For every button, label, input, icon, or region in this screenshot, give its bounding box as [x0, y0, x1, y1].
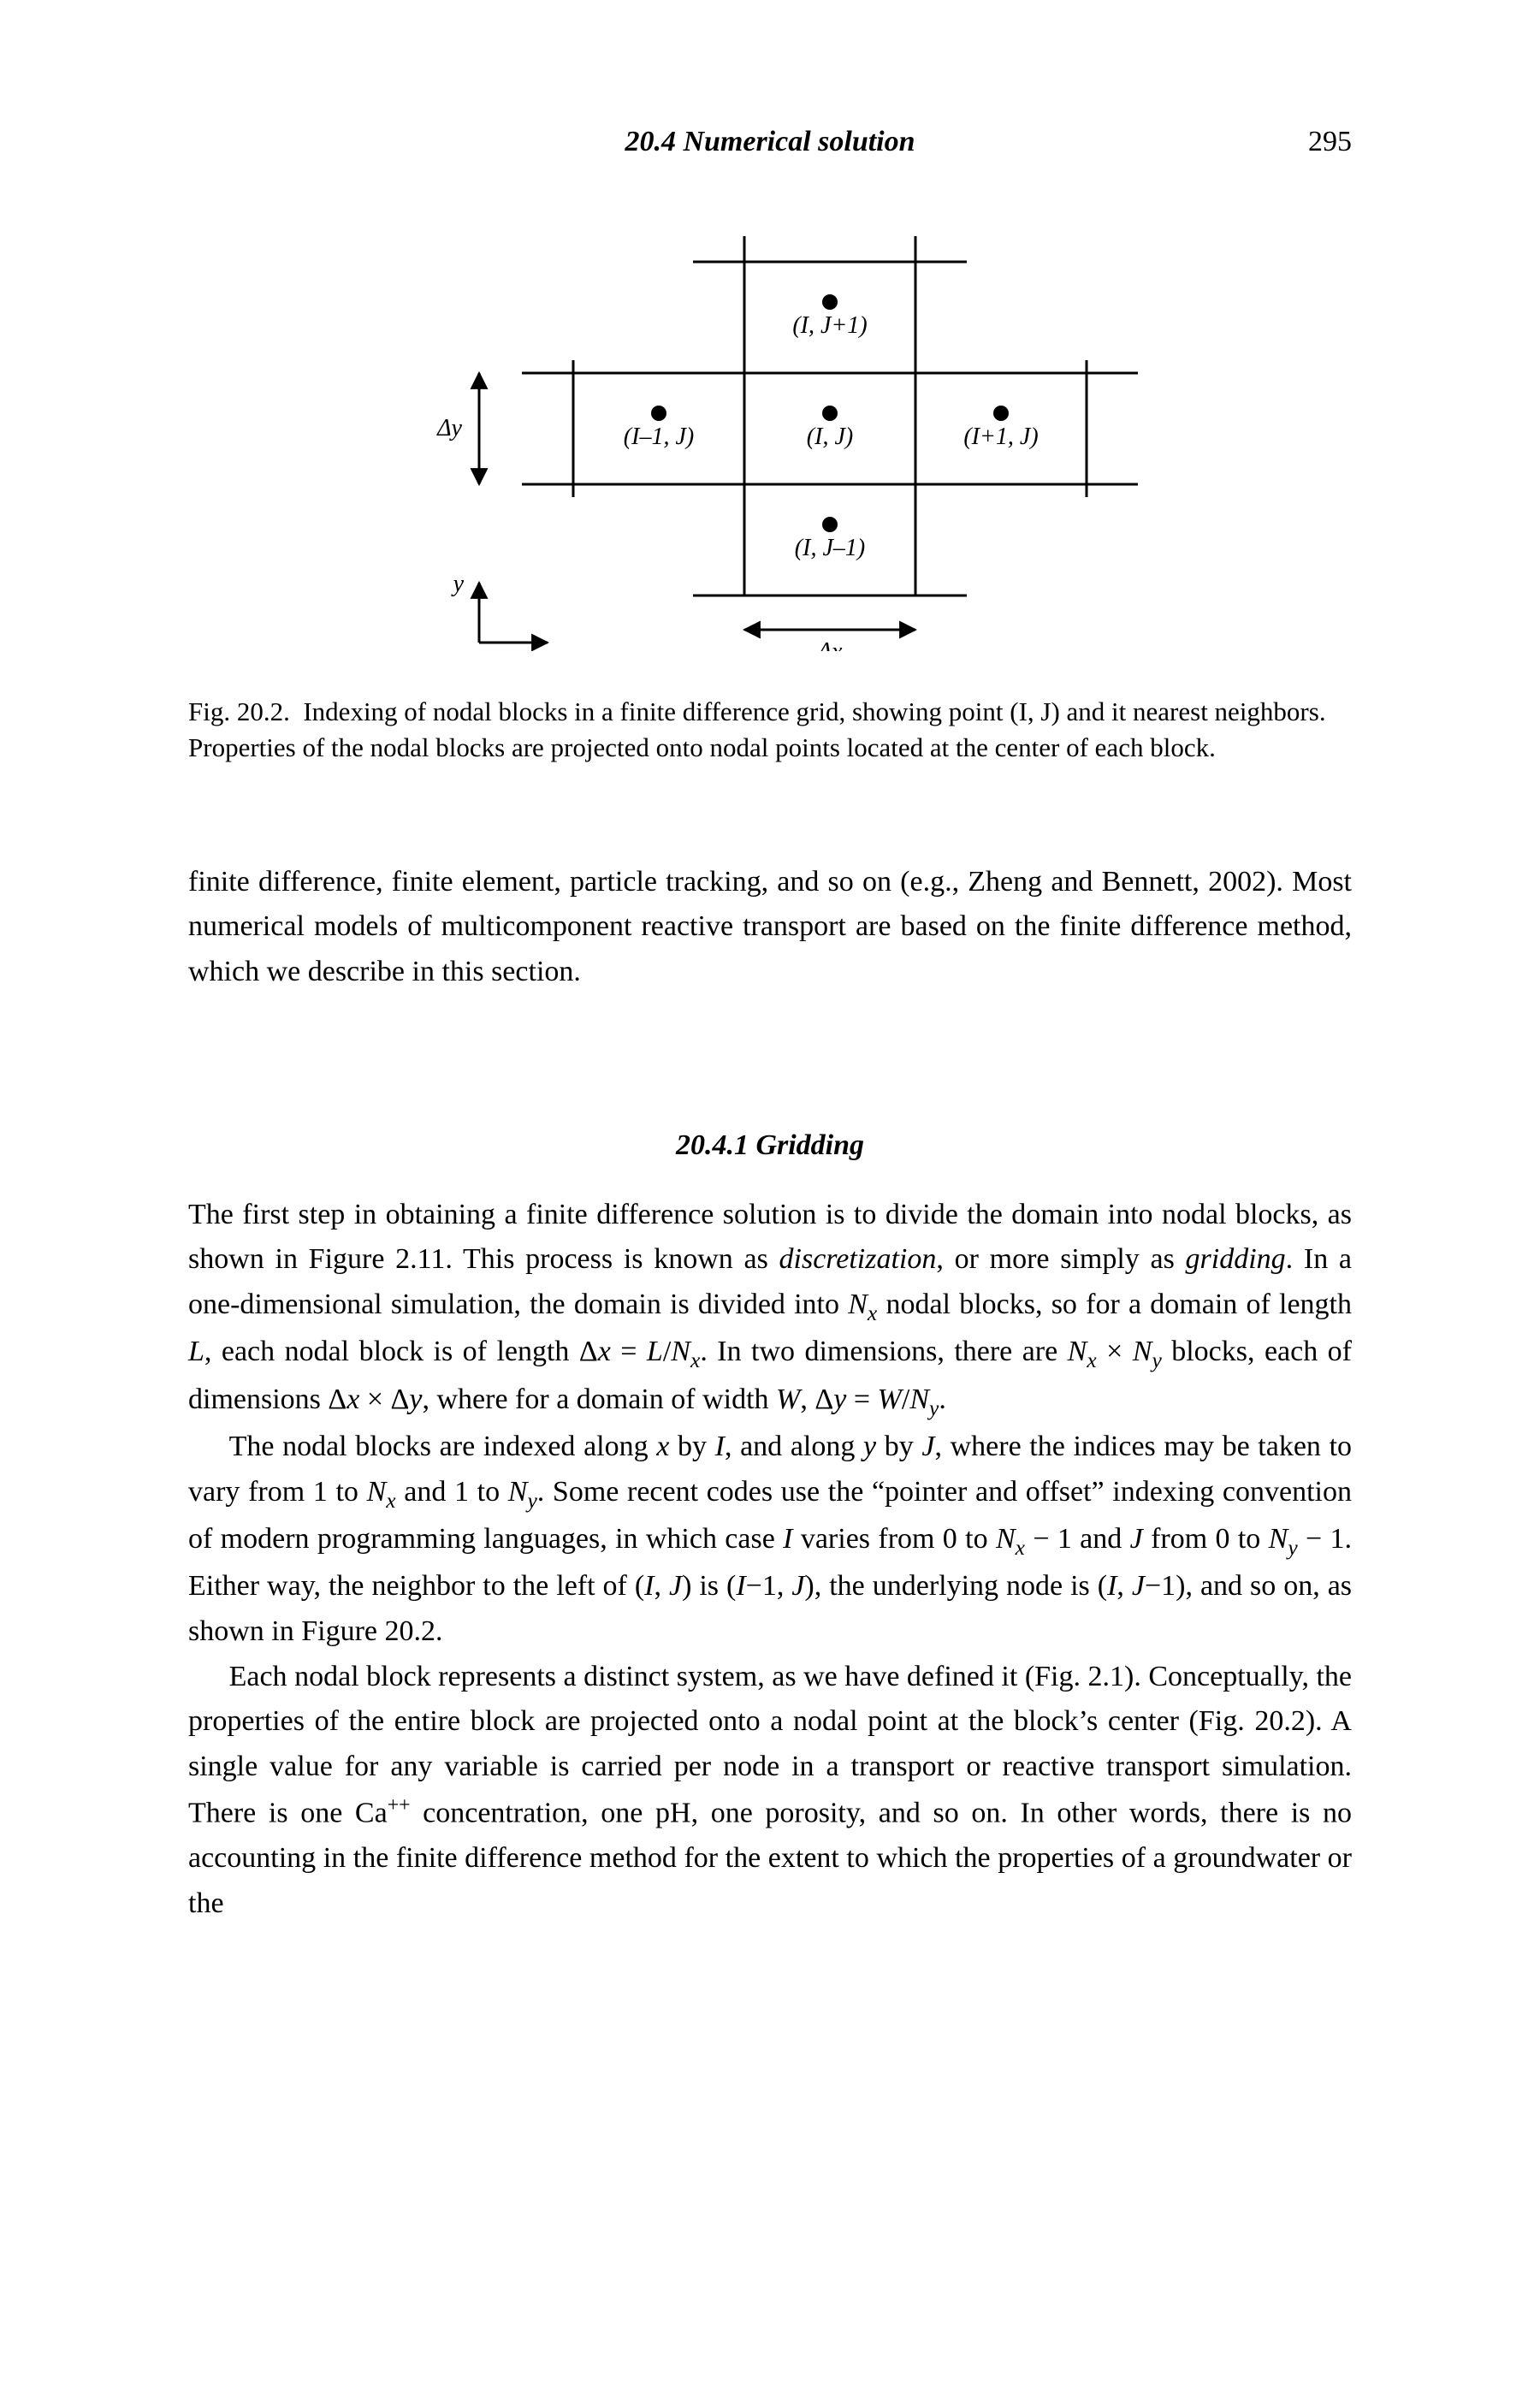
finite-difference-grid-diagram: (I, J+1) (I–1, J) (I, J) (I+1, J) (I, J–1) Δy… — [385, 206, 1155, 651]
svg-text:y: y — [451, 571, 465, 597]
figure-caption-text: Indexing of nodal blocks in a finite dif… — [188, 696, 1326, 762]
figure-20-2: (I, J+1) (I–1, J) (I, J) (I+1, J) (I, J–1) Δy… — [188, 206, 1352, 651]
section-gap — [188, 995, 1352, 1123]
figure-caption-prefix: Fig. 20.2. — [188, 696, 290, 726]
figure-caption: Fig. 20.2. Indexing of nodal blocks in a… — [188, 694, 1352, 766]
svg-text:(I, J+1): (I, J+1) — [792, 312, 867, 339]
svg-text:Δy: Δy — [436, 415, 462, 441]
header-page-number: 295 — [1249, 120, 1352, 163]
svg-text:(I+1, J): (I+1, J) — [963, 424, 1038, 450]
paragraph-gridding-1: The first step in obtaining a finite dif… — [188, 1193, 1352, 1425]
svg-text:(I, J): (I, J) — [807, 424, 853, 450]
page: 20.4 Numerical solution 295 (I, J+1) (I–1… — [0, 0, 1540, 2388]
svg-text:x: x — [507, 648, 519, 651]
svg-text:(I, J–1): (I, J–1) — [795, 535, 865, 561]
svg-text:(I–1, J): (I–1, J) — [624, 424, 694, 450]
svg-text:Δx: Δx — [817, 638, 843, 651]
paragraph-gridding-2: The nodal blocks are indexed along x by … — [188, 1425, 1352, 1655]
paragraph-gridding-3: Each nodal block represents a distinct s… — [188, 1655, 1352, 1926]
subsection-title: 20.4.1 Gridding — [188, 1123, 1352, 1167]
running-head: 20.4 Numerical solution 295 — [188, 120, 1352, 163]
lead-paragraph: finite difference, finite element, parti… — [188, 860, 1352, 995]
header-section-title: 20.4 Numerical solution — [291, 120, 1249, 163]
